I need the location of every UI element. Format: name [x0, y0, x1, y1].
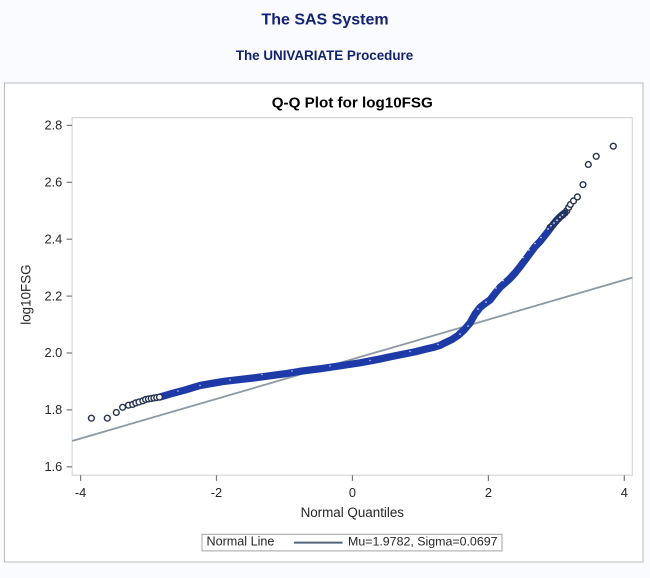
svg-text:The UNIVARIATE Procedure: The UNIVARIATE Procedure — [236, 48, 413, 63]
svg-text:2.4: 2.4 — [45, 231, 63, 246]
svg-text:2.0: 2.0 — [45, 345, 63, 360]
svg-text:Mu=1.9782, Sigma=0.0697: Mu=1.9782, Sigma=0.0697 — [348, 535, 498, 549]
svg-text:Q-Q Plot for log10FSG: Q-Q Plot for log10FSG — [272, 94, 433, 111]
svg-text:2.2: 2.2 — [45, 288, 63, 303]
svg-text:4: 4 — [621, 485, 628, 500]
svg-text:-4: -4 — [75, 485, 86, 500]
svg-text:-2: -2 — [211, 485, 222, 500]
svg-text:2.8: 2.8 — [45, 118, 63, 133]
svg-text:1.6: 1.6 — [45, 459, 63, 474]
svg-text:2: 2 — [485, 485, 492, 500]
svg-text:Normal Line: Normal Line — [207, 535, 275, 549]
svg-text:Normal Quantiles: Normal Quantiles — [301, 505, 405, 520]
svg-text:log10FSG: log10FSG — [19, 264, 34, 324]
svg-text:The SAS System: The SAS System — [261, 12, 388, 29]
svg-text:2.6: 2.6 — [45, 175, 63, 190]
svg-text:0: 0 — [349, 485, 356, 500]
svg-text:1.8: 1.8 — [45, 402, 63, 417]
